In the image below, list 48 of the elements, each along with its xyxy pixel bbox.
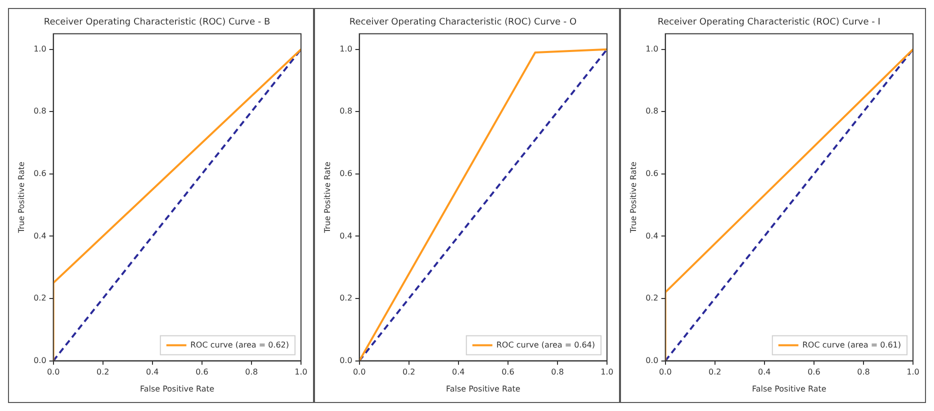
y-tick-label: 0.2: [34, 294, 46, 303]
y-tick-label: 0.8: [646, 106, 658, 116]
y-axis-title: True Positive Rate: [628, 162, 638, 234]
x-axis-title: False Positive Rate: [752, 384, 826, 394]
y-axis-title: True Positive Rate: [322, 162, 332, 234]
x-tick-label: 0.6: [196, 368, 208, 377]
y-tick-label: 0.6: [646, 169, 658, 178]
chart-title: Receiver Operating Characteristic (ROC) Curve - I: [658, 18, 880, 28]
x-tick-label: 0.8: [245, 368, 258, 377]
y-tick-label: 0.0: [34, 356, 46, 365]
x-tick-label: 1.0: [294, 368, 308, 377]
x-axis-title: False Positive Rate: [140, 384, 214, 394]
x-tick-label: 0.4: [758, 368, 771, 377]
y-tick-label: 1.0: [340, 44, 352, 54]
y-tick-label: 0.6: [34, 169, 46, 178]
y-tick-label: 0.4: [340, 231, 352, 240]
legend-label: ROC curve (area = 0.62): [190, 340, 289, 350]
x-tick-label: 1.0: [600, 368, 614, 377]
x-tick-label: 1.0: [906, 368, 920, 377]
x-tick-label: 0.4: [452, 368, 465, 377]
x-tick-label: 0.8: [857, 368, 870, 377]
y-tick-label: 0.4: [646, 231, 658, 240]
x-tick-label: 0.2: [402, 368, 416, 377]
y-tick-label: 0.6: [340, 169, 352, 178]
y-tick-label: 1.0: [34, 44, 46, 54]
y-axis-title: True Positive Rate: [16, 162, 26, 234]
y-tick-label: 0.2: [340, 294, 352, 303]
x-tick-label: 0.6: [502, 368, 514, 377]
x-tick-label: 0.2: [96, 368, 110, 377]
y-tick-label: 1.0: [646, 44, 658, 54]
y-tick-label: 0.4: [34, 231, 46, 240]
y-tick-label: 0.8: [340, 106, 352, 116]
x-axis-title: False Positive Rate: [446, 384, 520, 394]
x-tick-label: 0.0: [46, 368, 60, 377]
x-tick-label: 0.0: [658, 368, 672, 377]
chart-title: Receiver Operating Characteristic (ROC) Curve - O: [349, 18, 577, 28]
x-tick-label: 0.8: [551, 368, 564, 377]
legend-label: ROC curve (area = 0.61): [802, 340, 901, 350]
chart-title: Receiver Operating Characteristic (ROC) Curve - B: [44, 18, 270, 28]
x-tick-label: 0.4: [146, 368, 159, 377]
x-tick-label: 0.2: [708, 368, 722, 377]
legend-label: ROC curve (area = 0.64): [496, 340, 595, 350]
x-tick-label: 0.0: [352, 368, 366, 377]
y-tick-label: 0.0: [646, 356, 658, 365]
x-tick-label: 0.6: [808, 368, 820, 377]
y-tick-label: 0.2: [646, 294, 658, 303]
y-tick-label: 0.8: [34, 106, 46, 116]
y-tick-label: 0.0: [340, 356, 352, 365]
